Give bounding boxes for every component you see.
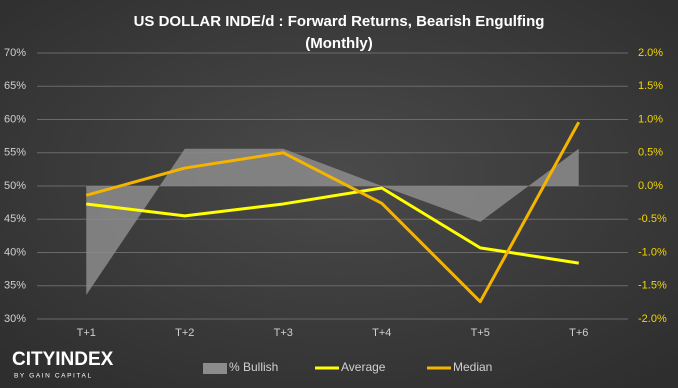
y2-tick-label: 1.5% bbox=[638, 80, 663, 92]
y-tick-label: 55% bbox=[4, 147, 26, 159]
x-tick-label: T+1 bbox=[77, 327, 96, 339]
y-tick-label: 45% bbox=[4, 213, 26, 225]
y-tick-label: 70% bbox=[4, 47, 26, 59]
y-tick-label: 65% bbox=[4, 80, 26, 92]
y2-tick-label: -2.0% bbox=[638, 313, 667, 325]
x-tick-label: T+4 bbox=[372, 327, 391, 339]
legend-label: Median bbox=[453, 360, 492, 374]
y-tick-label: 30% bbox=[4, 313, 26, 325]
y2-tick-label: 0.5% bbox=[638, 147, 663, 159]
area bbox=[86, 148, 579, 296]
logo-name: CITYINDEX bbox=[12, 349, 114, 370]
legend-label: % Bullish bbox=[229, 360, 278, 374]
line bbox=[85, 121, 581, 304]
legend-swatch bbox=[203, 363, 227, 374]
y2-tick-label: 0.0% bbox=[638, 180, 663, 192]
legend-label: Average bbox=[341, 360, 386, 374]
x-tick-label: T+5 bbox=[471, 327, 490, 339]
x-tick-label: T+6 bbox=[569, 327, 588, 339]
y-tick-label: 60% bbox=[4, 113, 26, 125]
chart-title: US DOLLAR INDE/d : Forward Returns, Bear… bbox=[134, 13, 545, 30]
y-tick-label: 40% bbox=[4, 246, 26, 258]
logo-tagline: BY GAIN CAPITAL bbox=[14, 373, 93, 380]
x-tick-label: T+3 bbox=[274, 327, 293, 339]
y2-tick-label: -0.5% bbox=[638, 213, 667, 225]
y2-tick-label: -1.0% bbox=[638, 246, 667, 258]
line bbox=[86, 186, 579, 265]
y2-tick-label: 1.0% bbox=[638, 113, 663, 125]
y2-tick-label: 2.0% bbox=[638, 47, 663, 59]
y2-tick-label: -1.5% bbox=[638, 280, 667, 292]
y-tick-label: 50% bbox=[4, 180, 26, 192]
chart-subtitle: (Monthly) bbox=[305, 35, 372, 52]
x-tick-label: T+2 bbox=[175, 327, 194, 339]
y-tick-label: 35% bbox=[4, 280, 26, 292]
